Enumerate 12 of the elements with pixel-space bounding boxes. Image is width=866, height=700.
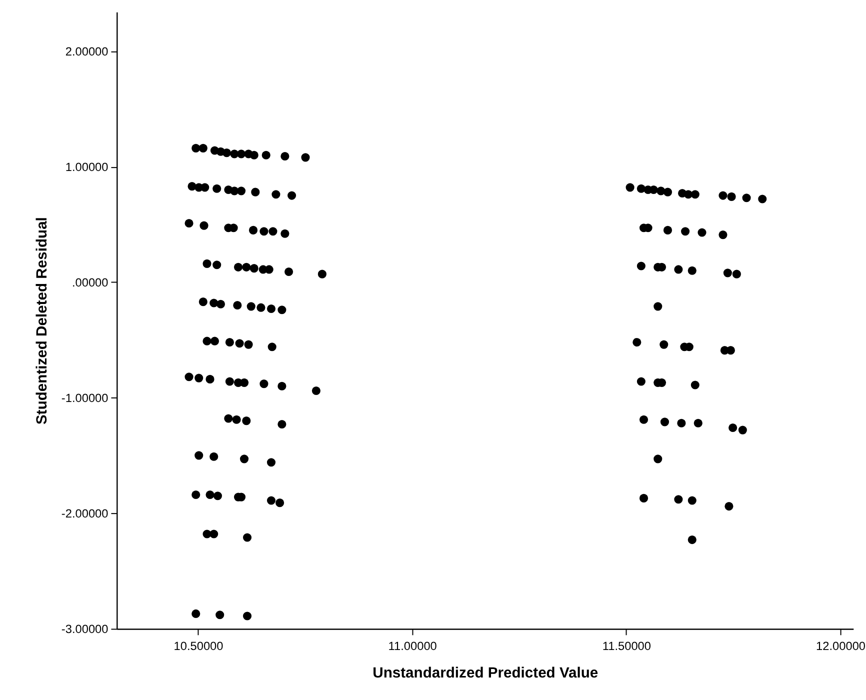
y-tick-label: 1.00000 bbox=[65, 160, 109, 174]
y-tick-label: -1.00000 bbox=[61, 391, 109, 406]
x-tick-label: 11.00000 bbox=[388, 638, 438, 653]
y-tick-label: 2.00000 bbox=[65, 44, 109, 59]
y-tick-label: .00000 bbox=[72, 276, 109, 290]
y-tick-label: -3.00000 bbox=[61, 622, 109, 636]
x-tick-label: 10.50000 bbox=[174, 638, 224, 653]
x-axis-title: Unstandardized Predicted Value bbox=[372, 666, 598, 682]
y-axis-title: Studentized Deleted Residual bbox=[34, 217, 51, 424]
x-tick-label: 12.00000 bbox=[816, 638, 866, 653]
y-tick-label: -2.00000 bbox=[61, 506, 109, 521]
x-tick-label: 11.50000 bbox=[602, 638, 652, 653]
